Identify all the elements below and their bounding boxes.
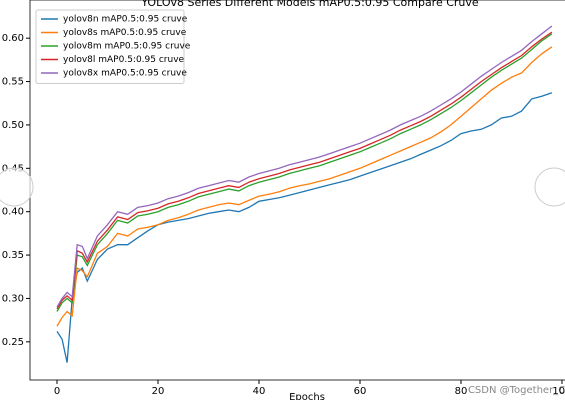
y-tick-label: 0.25 bbox=[2, 337, 24, 348]
x-tick-label: 20 bbox=[152, 386, 165, 397]
x-tick-label: 100 bbox=[552, 386, 565, 397]
legend-box bbox=[35, 9, 185, 84]
legend-label: yolov8m mAP0.5:0.95 cruve bbox=[63, 42, 191, 52]
x-tick-label: 60 bbox=[354, 386, 367, 397]
x-axis-label: Epochs bbox=[289, 392, 325, 400]
series-line bbox=[56, 25, 553, 308]
legend-label: yolov8n mAP0.5:0.95 cruve bbox=[63, 15, 188, 25]
x-tick-label: 40 bbox=[253, 386, 266, 397]
y-tick-label: 0.40 bbox=[2, 207, 24, 218]
series-line bbox=[56, 31, 553, 310]
x-tick-label: 80 bbox=[455, 386, 468, 397]
legend-label: yolov8s mAP0.5:0.95 cruve bbox=[63, 28, 187, 38]
series-line bbox=[56, 33, 553, 312]
carousel-prev[interactable] bbox=[0, 167, 34, 207]
watermark: CSDN @Together_CZ bbox=[468, 385, 565, 396]
x-tick-label: 0 bbox=[54, 386, 60, 397]
y-tick-label: 0.30 bbox=[2, 293, 24, 304]
y-tick-label: 0.35 bbox=[2, 250, 24, 261]
legend-label: yolov8x mAP0.5:0.95 cruve bbox=[63, 69, 187, 79]
carousel-next[interactable] bbox=[534, 167, 565, 207]
chart-title: YOLOv8 Series Different Models mAP0.5:0.… bbox=[140, 0, 479, 9]
y-tick-label: 0.60 bbox=[2, 33, 24, 44]
y-tick-label: 0.55 bbox=[2, 77, 24, 88]
series-line bbox=[56, 46, 553, 327]
legend-label: yolov8l mAP0.5:0.95 cruve bbox=[63, 55, 185, 65]
y-tick-label: 0.50 bbox=[2, 120, 24, 131]
series-line bbox=[56, 92, 553, 363]
